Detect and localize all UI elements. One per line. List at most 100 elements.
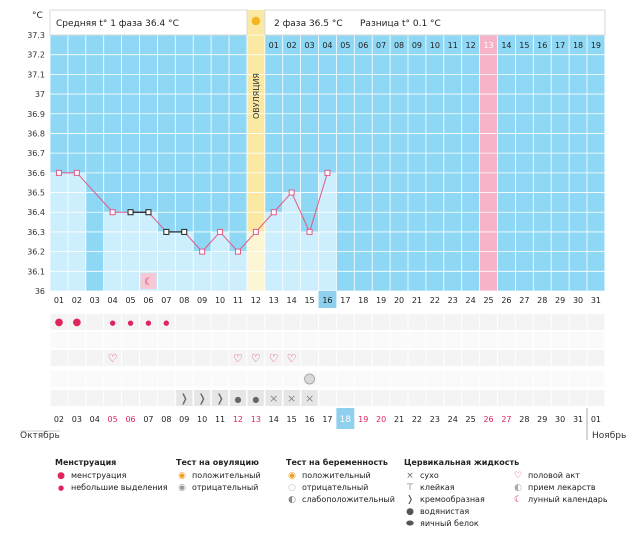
test-weak-icon: ◐ — [288, 495, 296, 505]
legend-other: ♡ половой акт ◐ прием лекарств ☾ лунный кал… — [512, 470, 608, 506]
symbol-cell — [372, 371, 390, 387]
legend-ovulation-test: Тест на овуляцию ◉ положительный ◉ отрицат… — [176, 458, 261, 494]
date-label: 09 — [179, 415, 189, 424]
heart-icon: ♡ — [269, 352, 279, 365]
legend-label: отрицательный — [302, 483, 369, 492]
symbol-cell — [354, 350, 372, 366]
today-marker — [318, 291, 337, 308]
symbol-cell — [265, 371, 283, 387]
symbol-cell — [283, 314, 301, 330]
date-label: 31 — [573, 415, 583, 424]
symbol-cell — [354, 332, 372, 348]
symbol-cell — [515, 390, 533, 406]
symbol-cell — [444, 314, 462, 330]
symbol-cell — [247, 314, 265, 330]
date-label: 08 — [161, 415, 171, 424]
symbol-cell — [408, 390, 426, 406]
temperature-point — [217, 228, 224, 235]
legend-item: ◉ отрицательный — [176, 482, 261, 494]
symbol-cell — [426, 314, 444, 330]
creamy-icon: ❭ — [406, 495, 414, 505]
symbol-cell — [122, 390, 139, 406]
legend-item: × сухо — [404, 470, 519, 482]
symbol-cell — [104, 390, 122, 406]
legend-label: отрицательный — [192, 483, 259, 492]
top-day-label: 11 — [448, 41, 458, 50]
legend-label: прием лекарств — [528, 483, 596, 492]
symbol-cell — [444, 350, 462, 366]
temperature-line — [76, 172, 114, 213]
legend-label: небольшие выделения — [71, 483, 168, 492]
symbol-cell — [390, 314, 408, 330]
symbol-cell — [104, 371, 122, 387]
symbol-cell — [157, 314, 175, 330]
header-bar: Средняя t° 1 фаза 36.4 °C 2 фаза 36.5 °C Р… — [49, 9, 606, 119]
symbol-cell — [533, 350, 551, 366]
symbol-cell — [68, 390, 86, 406]
legend-label: положительный — [302, 471, 371, 480]
symbol-cell — [140, 314, 157, 330]
top-day-label: 14 — [501, 41, 511, 50]
symbol-cell — [426, 390, 444, 406]
symbol-cell — [462, 390, 480, 406]
symbol-cell — [157, 390, 175, 406]
cycle-day-label: 29 — [555, 296, 565, 305]
temperature-point — [163, 228, 170, 235]
temperature-point — [145, 209, 152, 216]
cycle-day-label: 01 — [54, 296, 64, 305]
cycle-day-label: 30 — [573, 296, 583, 305]
temperature-series — [55, 169, 331, 255]
x-axis-cycle-days: 01 02 03 04 05 06 07 08 09 10 11 12 13 14 15 16 17 18 19 20… — [54, 291, 601, 308]
symbol-cell — [247, 332, 265, 348]
symbol-cell — [211, 314, 229, 330]
top-day-label: 15 — [519, 41, 529, 50]
cycle-day-label: 04 — [108, 296, 118, 305]
legend-item: ◐ слабоположительный — [286, 494, 395, 506]
y-tick-label: 37.1 — [27, 70, 45, 79]
today-date-marker — [336, 408, 355, 429]
symbol-cell — [587, 350, 605, 366]
date-label: 29 — [537, 415, 547, 424]
symbol-cell — [426, 332, 444, 348]
date-label: 01 — [591, 415, 601, 424]
symbol-cell — [86, 314, 104, 330]
symbol-cell — [86, 371, 104, 387]
top-day-label: 12 — [466, 41, 476, 50]
top-day-label: 05 — [340, 41, 350, 50]
symbol-cell — [247, 371, 265, 387]
temperature-point — [127, 209, 134, 216]
symbol-cell — [175, 314, 193, 330]
y-tick-label: 36.1 — [27, 267, 45, 276]
symbol-cell — [408, 314, 426, 330]
date-label: 06 — [125, 415, 135, 424]
heart-icon: ♡ — [287, 352, 297, 365]
y-tick-label: 37.2 — [27, 51, 45, 60]
symbol-cell — [372, 390, 390, 406]
cycle-day-label: 31 — [591, 296, 601, 305]
ovulation-cell — [246, 231, 265, 291]
symbol-cell — [480, 390, 497, 406]
temperature-line — [309, 172, 328, 233]
symbol-cell — [480, 371, 497, 387]
top-day-label: 09 — [412, 41, 422, 50]
cervical-watery-icon: ● — [252, 395, 259, 404]
legend-title: Менструация — [55, 458, 117, 467]
symbol-cell — [301, 350, 318, 366]
symbol-cell — [283, 371, 301, 387]
symbol-cell — [122, 371, 139, 387]
symbol-cell — [444, 371, 462, 387]
symbol-cell — [390, 332, 408, 348]
date-label: 18 — [340, 415, 352, 425]
y-tick-label: 37 — [35, 90, 45, 99]
symbol-cell — [175, 371, 193, 387]
cycle-day-label: 18 — [358, 296, 368, 305]
symbol-cell — [86, 332, 104, 348]
top-day-label: 08 — [394, 41, 404, 50]
dry-icon: × — [406, 471, 414, 481]
symbol-cell — [68, 371, 86, 387]
symbol-cell — [533, 390, 551, 406]
symbol-cell — [444, 332, 462, 348]
header-phase2 — [264, 9, 606, 36]
test-positive-icon: ◉ — [288, 471, 296, 481]
